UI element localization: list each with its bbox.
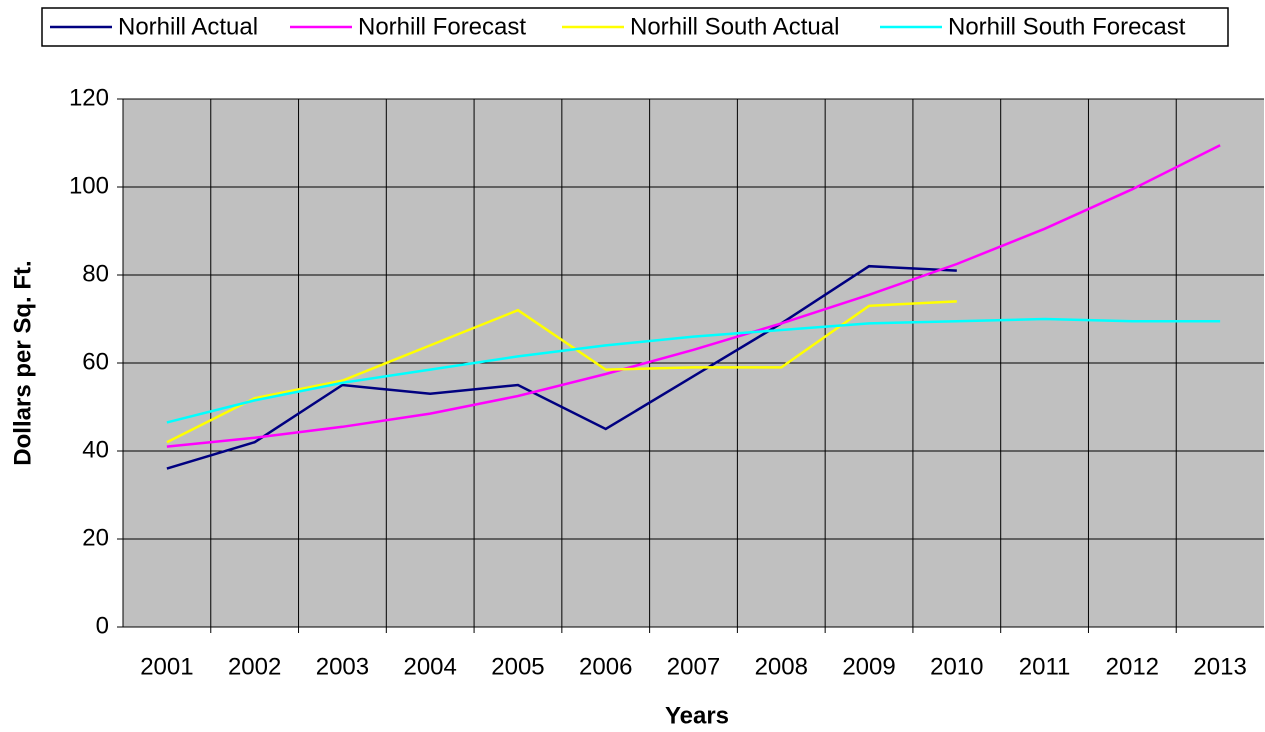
y-tick-label: 60 [82,348,109,375]
x-tick-label: 2006 [579,653,632,680]
legend-label: Norhill South Forecast [948,13,1186,40]
x-tick-label: 2005 [491,653,544,680]
x-tick-label: 2012 [1106,653,1159,680]
y-tick-label: 0 [96,612,109,639]
y-tick-label: 100 [69,172,109,199]
series-line [166,300,957,444]
legend-box [41,7,1229,47]
y-tick-label: 40 [82,436,109,463]
x-tick-label: 2007 [667,653,720,680]
y-axis-title: Dollars per Sq. Ft. [9,260,36,465]
legend-label: Norhill Actual [118,13,258,40]
x-tick-label: 2009 [842,653,895,680]
x-tick-label: 2013 [1193,653,1246,680]
series-line [166,144,1221,448]
series-line [166,264,957,470]
y-tick-label: 80 [82,260,109,287]
x-tick-label: 2001 [140,653,193,680]
x-tick-label: 2003 [316,653,369,680]
x-tick-label: 2010 [930,653,983,680]
series-line [166,317,1221,424]
x-tick-label: 2011 [1019,653,1071,680]
x-tick-label: 2004 [403,653,456,680]
x-tick-label: 2008 [755,653,808,680]
x-tick-label: 2002 [228,653,281,680]
legend-label: Norhill Forecast [358,13,526,40]
y-tick-label: 20 [82,524,109,551]
x-axis-title: Years [665,702,729,729]
legend-label: Norhill South Actual [630,13,839,40]
y-tick-label: 120 [69,84,109,111]
